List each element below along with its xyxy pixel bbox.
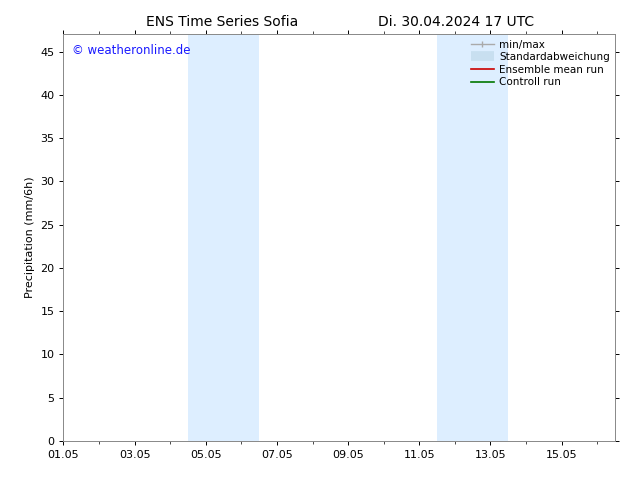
Bar [188, 34, 259, 441]
Text: ENS Time Series Sofia: ENS Time Series Sofia [146, 15, 298, 29]
Legend: min/max, Standardabweichung, Ensemble mean run, Controll run: min/max, Standardabweichung, Ensemble me… [468, 36, 613, 91]
Y-axis label: Precipitation (mm/6h): Precipitation (mm/6h) [25, 177, 35, 298]
Text: © weatheronline.de: © weatheronline.de [72, 45, 190, 57]
Bar [437, 34, 508, 441]
Text: Di. 30.04.2024 17 UTC: Di. 30.04.2024 17 UTC [378, 15, 534, 29]
